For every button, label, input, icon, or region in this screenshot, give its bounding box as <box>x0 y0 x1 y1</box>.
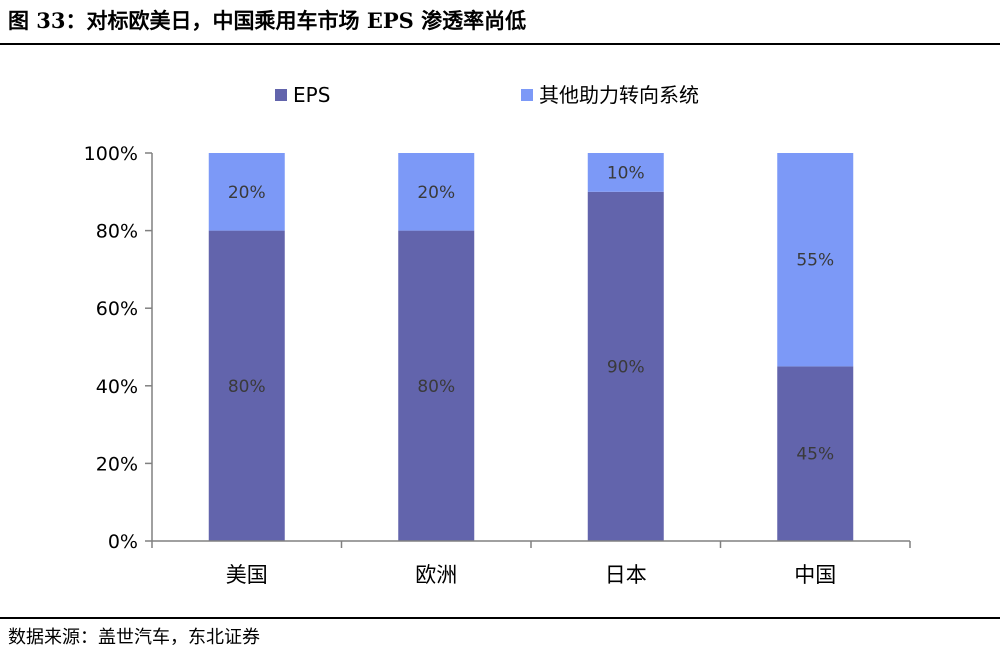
bar-eps-0 <box>208 230 285 541</box>
bar-eps-2 <box>587 191 664 542</box>
data-label-other-0: 20% <box>228 183 266 203</box>
y-tick-label-2: 40% <box>96 376 138 398</box>
x-tick-label-0: 美国 <box>226 563 268 587</box>
legend-swatch-other <box>521 89 533 101</box>
data-label-eps-3: 45% <box>796 445 834 465</box>
stacked-bar-chart: 80% 20% 80% 20% 90% 10% 45% 55% 0% 20% 40% 60% 80% 10… <box>84 83 911 587</box>
figure-source: 数据来源：盖世汽车，东北证券 <box>8 627 260 648</box>
data-label-other-3: 55% <box>796 251 834 271</box>
bar-other-3 <box>777 153 854 367</box>
title-divider <box>0 43 1000 45</box>
bar-other-1 <box>398 153 475 231</box>
data-label-eps-0: 80% <box>228 377 266 397</box>
data-label-other-1: 20% <box>417 183 455 203</box>
source-divider <box>0 617 1000 619</box>
x-tick-label-1: 欧洲 <box>415 563 457 587</box>
bar-eps-1 <box>398 230 475 541</box>
bar-eps-3 <box>777 366 854 541</box>
bar-other-0 <box>208 153 285 231</box>
legend-swatch-eps <box>275 89 287 101</box>
y-tick-label-0: 0% <box>108 531 138 553</box>
legend-label-eps: EPS <box>293 83 330 107</box>
x-tick-label-3: 中国 <box>794 563 836 587</box>
bar-other-2 <box>587 153 664 192</box>
x-tick-label-2: 日本 <box>605 563 647 587</box>
data-label-eps-1: 80% <box>417 377 455 397</box>
figure-title: 图 33：对标欧美日，中国乘用车市场 EPS 渗透率尚低 <box>8 8 527 33</box>
data-label-eps-2: 90% <box>607 357 645 377</box>
legend-label-other: 其他助力转向系统 <box>539 83 699 107</box>
y-tick-label-4: 80% <box>96 221 138 243</box>
y-tick-label-3: 60% <box>96 298 138 320</box>
y-tick-label-5: 100% <box>84 143 138 165</box>
data-label-other-2: 10% <box>607 163 645 183</box>
y-tick-label-1: 20% <box>96 453 138 475</box>
